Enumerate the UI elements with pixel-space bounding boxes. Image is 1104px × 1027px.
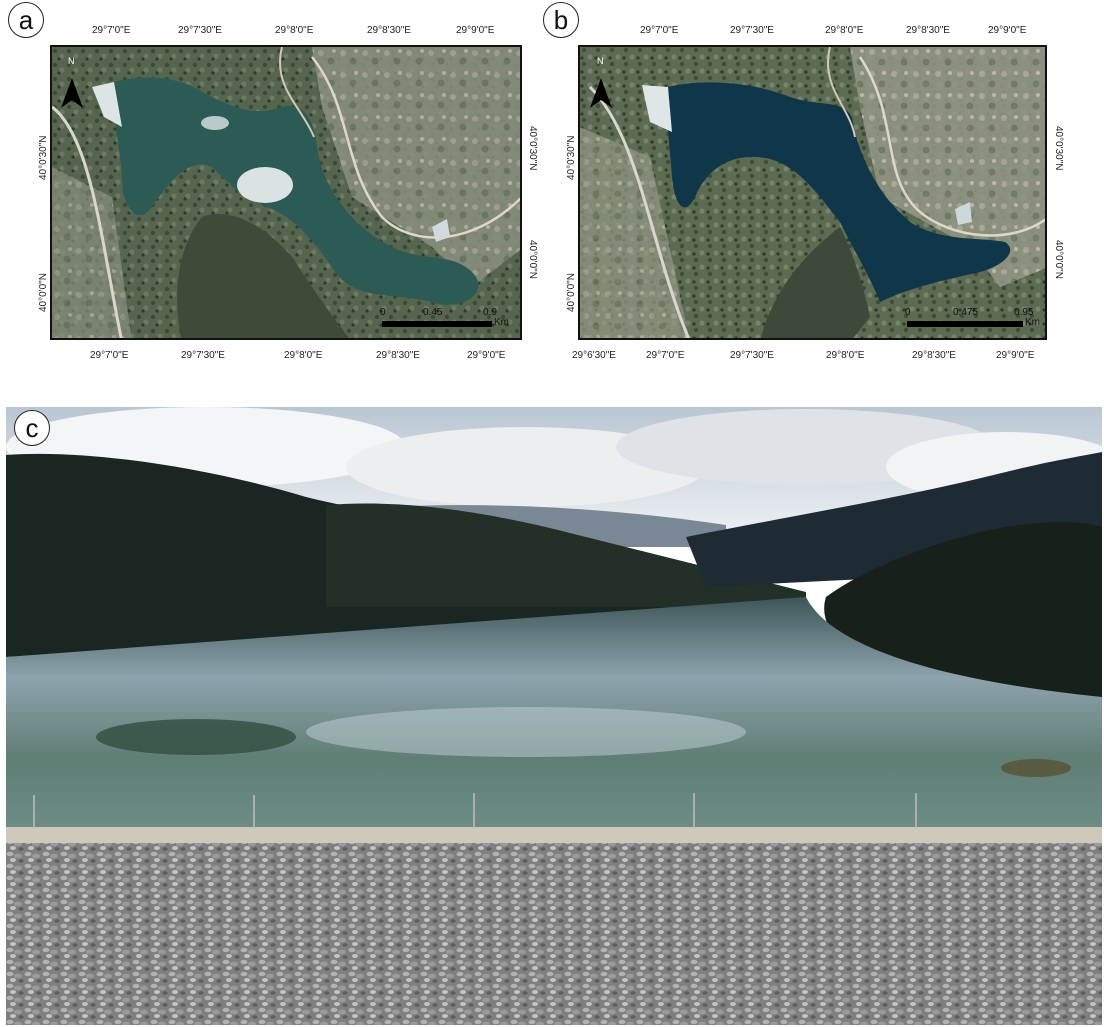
bottom-tick-label-a-2: 29°8'0"E — [284, 350, 323, 361]
right-tick-label-a-0: 40°0'30"N — [527, 126, 538, 171]
bottom-tick-label-a-0: 29°7'0"E — [90, 350, 129, 361]
north-arrow-icon — [61, 78, 83, 108]
bottom-tick-label-b-2: 29°7'30"E — [730, 350, 774, 361]
reservoir-photo-image — [6, 407, 1102, 1025]
satellite-image-a — [52, 47, 520, 338]
panel-label-b: b — [543, 2, 579, 38]
top-tick-label-a-3: 29°8'30"E — [367, 25, 411, 36]
north-label-b: N — [597, 56, 604, 66]
top-tick-label-b-2: 29°8'0"E — [825, 25, 864, 36]
scale-mid-a: 0.45 — [423, 307, 443, 318]
scale-unit-b: Km — [1025, 317, 1040, 328]
reservoir-photo[interactable] — [6, 407, 1102, 1025]
scale-end-b: 0.95 — [1014, 307, 1034, 318]
satellite-map-b[interactable] — [578, 45, 1047, 340]
top-tick-label-a-0: 29°7'0"E — [92, 25, 131, 36]
top-tick-label-b-3: 29°8'30"E — [906, 25, 950, 36]
top-tick-label-a-1: 29°7'30"E — [178, 25, 222, 36]
bottom-tick-label-b-3: 29°8'0"E — [826, 350, 865, 361]
left-tick-label-b-0: 40°0'30"N — [566, 135, 577, 181]
scale-bar-fill-a — [382, 321, 492, 327]
top-tick-label-a-4: 29°9'0"E — [456, 25, 495, 36]
right-tick-label-b-1: 40°0'0"N — [1053, 240, 1064, 279]
scale-end-a: 0.9 — [483, 307, 497, 318]
north-arrow-icon — [590, 78, 612, 108]
scale-zero-a: 0 — [380, 307, 386, 318]
bottom-tick-label-a-1: 29°7'30"E — [181, 350, 225, 361]
bottom-tick-label-a-3: 29°8'30"E — [376, 350, 420, 361]
bottom-tick-label-b-0: 29°6'30"E — [572, 350, 616, 361]
scale-mid-b: 0.475 — [953, 307, 979, 318]
satellite-map-a[interactable] — [50, 45, 522, 340]
bottom-tick-label-b-1: 29°7'0"E — [646, 350, 685, 361]
bottom-tick-label-a-4: 29°9'0"E — [467, 350, 506, 361]
right-tick-label-b-0: 40°0'30"N — [1053, 126, 1064, 171]
scale-zero-b: 0 — [905, 307, 911, 318]
left-tick-label-b-1: 40°0'0"N — [566, 273, 577, 312]
top-tick-label-b-4: 29°9'0"E — [988, 25, 1027, 36]
right-tick-label-a-1: 40°0'0"N — [527, 240, 538, 279]
top-tick-label-b-0: 29°7'0"E — [640, 25, 679, 36]
left-tick-label-a-1: 40°0'0"N — [38, 273, 49, 312]
scale-bar-fill-b — [907, 321, 1023, 327]
bottom-tick-label-b-5: 29°9'0"E — [996, 350, 1035, 361]
north-arrow-a: N — [59, 54, 85, 115]
left-tick-label-a-0: 40°0'30"N — [38, 135, 49, 181]
scale-unit-a: Km — [494, 317, 509, 328]
bottom-tick-label-b-4: 29°8'30"E — [912, 350, 956, 361]
panel-label-c: c — [14, 410, 50, 446]
north-label-a: N — [68, 56, 75, 66]
north-arrow-b: N — [588, 54, 614, 115]
top-tick-label-b-1: 29°7'30"E — [730, 25, 774, 36]
panel-label-a: a — [8, 2, 44, 38]
top-tick-label-a-2: 29°8'0"E — [275, 25, 314, 36]
satellite-image-b — [580, 47, 1045, 338]
